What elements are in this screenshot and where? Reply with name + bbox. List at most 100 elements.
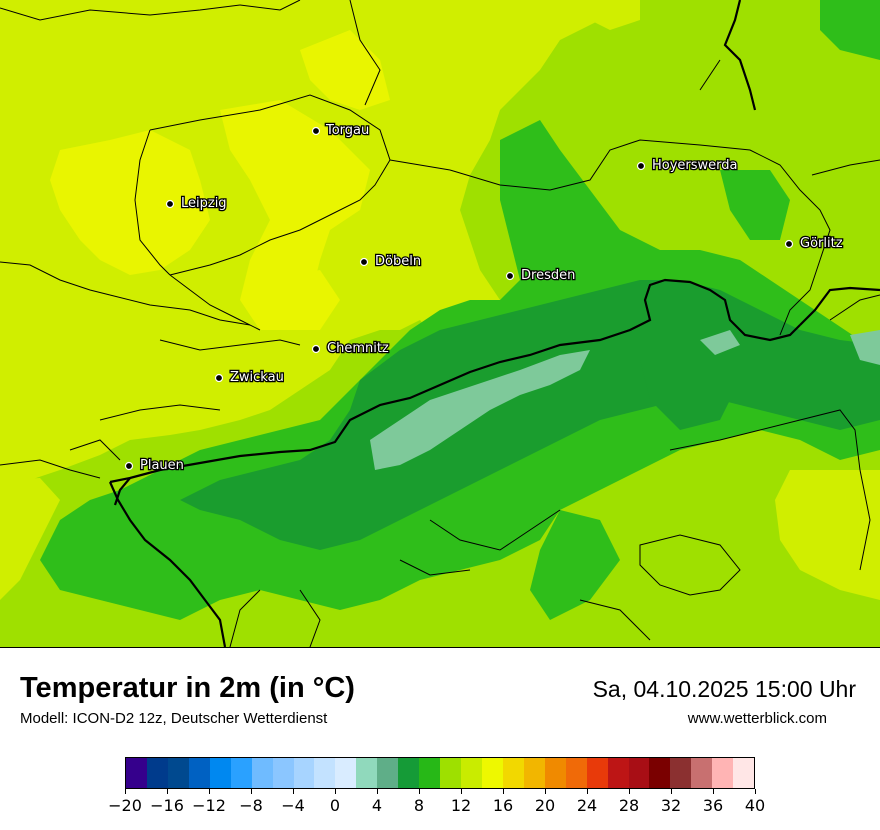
temperature-fill-8 [640, 360, 740, 430]
city-label: Zwickau [230, 370, 284, 385]
colorbar-segment [586, 758, 608, 788]
colorbar-tick-label: 20 [534, 796, 556, 815]
temperature-fill-14 [0, 478, 60, 600]
city-dot-icon [359, 257, 369, 267]
temperature-map: Torgau Leipzig Hoyerswerda Görlitz Döbel… [0, 0, 880, 648]
colorbar-tick [754, 789, 756, 794]
colorbar-segment [126, 758, 147, 788]
city-zwickau[interactable]: Zwickau [214, 369, 285, 386]
temperature-fill-4 [700, 330, 740, 355]
colorbar-ticks [124, 789, 756, 794]
colorbar-tick [670, 789, 672, 794]
colorbar-tick [250, 789, 252, 794]
colorbar-segment [502, 758, 524, 788]
colorbar-tick [418, 789, 420, 794]
colorbar-segment [356, 758, 378, 788]
colorbar-segment [461, 758, 482, 788]
temperature-fill-16 [220, 100, 370, 330]
colorbar-tick-label: 24 [576, 796, 598, 815]
colorbar-segment [544, 758, 566, 788]
colorbar-tick-label: −8 [239, 796, 263, 815]
colorbar-tick-label: 28 [618, 796, 640, 815]
colorbar-tick-label: −20 [108, 796, 142, 815]
temperature-fill-10 [720, 170, 790, 240]
colorbar-segment [230, 758, 252, 788]
city-goerlitz[interactable]: Görlitz [784, 235, 844, 252]
temperature-colorbar [125, 757, 755, 789]
colorbar-tick [712, 789, 714, 794]
city-dot-icon [505, 271, 515, 281]
temperature-fill-16 [300, 30, 390, 110]
temperature-fill-16 [270, 270, 340, 330]
temperature-fill-4 [370, 350, 590, 470]
forecast-datetime: Sa, 04.10.2025 15:00 Uhr [592, 676, 856, 702]
colorbar-tick [586, 789, 588, 794]
colorbar-segment [565, 758, 587, 788]
colorbar-tick [460, 789, 462, 794]
colorbar-segment [733, 758, 755, 788]
city-label: Dresden [521, 268, 575, 283]
colorbar-tick-label: −12 [192, 796, 226, 815]
colorbar-segment [523, 758, 545, 788]
colorbar-segment [167, 758, 189, 788]
city-label: Chemnitz [327, 341, 389, 356]
model-source: Modell: ICON-D2 12z, Deutscher Wetterdie… [20, 710, 328, 727]
city-label: Döbeln [375, 254, 421, 269]
colorbar-segment [398, 758, 420, 788]
colorbar-segment [293, 758, 315, 788]
district-borders [0, 0, 880, 647]
colorbar-tick [544, 789, 546, 794]
colorbar-tick [334, 789, 336, 794]
city-dresden[interactable]: Dresden [505, 267, 577, 284]
colorbar-segment [670, 758, 692, 788]
colorbar-tick-label: 40 [744, 796, 766, 815]
colorbar-tick [502, 789, 504, 794]
temperature-fill-14 [775, 470, 880, 600]
city-dot-icon [214, 373, 224, 383]
website-link[interactable]: www.wetterblick.com [687, 710, 827, 727]
colorbar-tick-label: 8 [413, 796, 425, 815]
temperature-fill-14 [580, 0, 640, 30]
colorbar-tick-label: 32 [660, 796, 682, 815]
city-leipzig[interactable]: Leipzig [165, 195, 228, 212]
colorbar-segment [712, 758, 734, 788]
colorbar-tick-label: −16 [150, 796, 184, 815]
colorbar-segment [188, 758, 210, 788]
colorbar-tick [124, 789, 126, 794]
colorbar-segment [377, 758, 399, 788]
city-plauen[interactable]: Plauen [124, 457, 185, 474]
city-dot-icon [165, 199, 175, 209]
colorbar-segment [146, 758, 168, 788]
colorbar-tick-label: 4 [371, 796, 383, 815]
colorbar-tick-label: 36 [702, 796, 724, 815]
colorbar-segment [335, 758, 357, 788]
city-doebeln[interactable]: Döbeln [359, 253, 422, 270]
city-label: Hoyerswerda [652, 158, 738, 173]
city-dot-icon [636, 161, 646, 171]
temperature-fill-16 [50, 130, 210, 275]
map-canvas: Torgau Leipzig Hoyerswerda Görlitz Döbel… [0, 0, 880, 647]
colorbar-tick-label: −4 [281, 796, 305, 815]
city-torgau[interactable]: Torgau [311, 122, 371, 139]
colorbar-segment [691, 758, 713, 788]
city-hoyerswerda[interactable]: Hoyerswerda [636, 157, 739, 174]
temperature-fill-8 [180, 280, 880, 550]
colorbar-tick [628, 789, 630, 794]
colorbar-segment [209, 758, 231, 788]
colorbar-tick-label: 0 [329, 796, 341, 815]
temperature-fill-10 [530, 510, 620, 620]
colorbar-segment [628, 758, 650, 788]
colorbar-segment [440, 758, 461, 788]
city-chemnitz[interactable]: Chemnitz [311, 340, 390, 357]
temperature-fill-4 [850, 330, 880, 365]
city-markers: Torgau Leipzig Hoyerswerda Görlitz Döbel… [124, 122, 844, 474]
city-dot-icon [784, 239, 794, 249]
colorbar-labels: −20 −16 −12 −8 −4 0 4 8 12 16 20 24 28 32 36 40 [108, 796, 765, 816]
map-title: Temperatur in 2m (in °C) [20, 672, 355, 704]
city-label: Plauen [140, 458, 184, 473]
colorbar-segment [419, 758, 441, 788]
city-dot-icon [311, 344, 321, 354]
colorbar-tick-label: 12 [450, 796, 472, 815]
colorbar-segment [251, 758, 273, 788]
colorbar-segment [272, 758, 294, 788]
